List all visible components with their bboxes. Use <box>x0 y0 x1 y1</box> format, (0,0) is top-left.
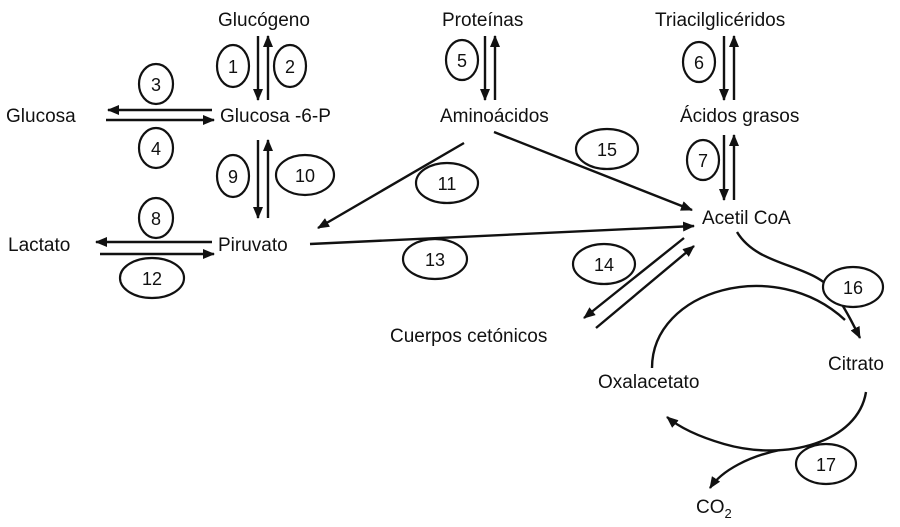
label-citrato: Citrato <box>828 354 884 375</box>
label-acetil-coa: Acetil CoA <box>702 208 791 229</box>
reaction-16: 16 <box>821 265 885 309</box>
reaction-13: 13 <box>401 237 469 281</box>
reaction-number: 4 <box>151 139 161 159</box>
reaction-2: 2 <box>272 43 308 89</box>
arrow-14-down <box>583 237 685 319</box>
arrow-17 <box>666 391 868 452</box>
reaction-10: 10 <box>274 153 336 197</box>
label-oxalacetato: Oxalacetato <box>598 372 699 393</box>
label-cuerpos-cetonicos: Cuerpos cetónicos <box>390 326 547 347</box>
arrow-co2 <box>709 448 781 489</box>
reaction-number: 14 <box>594 255 614 275</box>
reaction-9: 9 <box>215 153 251 199</box>
arrow-13 <box>309 221 695 246</box>
reaction-17: 17 <box>794 442 858 486</box>
reaction-7: 7 <box>685 138 721 182</box>
reaction-number: 11 <box>438 174 457 194</box>
reaction-8: 8 <box>137 196 175 240</box>
reaction-12: 12 <box>118 256 186 300</box>
label-lactato: Lactato <box>8 235 70 256</box>
reaction-number: 8 <box>151 209 161 229</box>
reaction-number: 6 <box>694 53 704 73</box>
label-glucosa-6-p: Glucosa -6-P <box>220 106 331 127</box>
arrow-15 <box>493 130 693 212</box>
reaction-3: 3 <box>137 62 175 106</box>
label-glucogeno: Glucógeno <box>218 10 310 31</box>
arrow-14-up <box>595 245 695 329</box>
label-acidos-grasos: Ácidos grasos <box>680 106 799 127</box>
reaction-number: 13 <box>425 250 445 270</box>
label-glucosa: Glucosa <box>6 106 76 127</box>
reaction-14: 14 <box>571 242 637 286</box>
reaction-number: 17 <box>816 455 836 475</box>
reaction-number: 9 <box>228 167 238 187</box>
reaction-15: 15 <box>574 127 640 171</box>
reaction-1: 1 <box>215 43 251 89</box>
reaction-11: 11 <box>414 161 480 205</box>
label-triacilgliceridos: Triacilglicéridos <box>655 10 785 31</box>
reaction-number: 5 <box>457 51 467 71</box>
co2-subscript: 2 <box>725 506 732 521</box>
krebs-cycle-arc <box>650 284 846 369</box>
label-co2: CO2 <box>696 497 732 521</box>
label-aminoacidos: Aminoácidos <box>440 106 549 127</box>
reaction-number: 15 <box>597 140 617 160</box>
reaction-number: 3 <box>151 75 161 95</box>
co2-base: CO <box>696 497 725 518</box>
reaction-number: 1 <box>228 57 238 77</box>
reaction-number: 2 <box>285 57 295 77</box>
arrow-11 <box>317 141 465 230</box>
reaction-6: 6 <box>681 40 717 84</box>
reaction-number: 10 <box>295 166 315 186</box>
label-piruvato: Piruvato <box>218 235 288 256</box>
label-proteinas: Proteínas <box>442 10 523 31</box>
reaction-number: 16 <box>843 278 863 298</box>
reaction-5: 5 <box>444 38 480 82</box>
reaction-number: 7 <box>698 151 708 171</box>
reaction-4: 4 <box>137 126 175 170</box>
reaction-number: 12 <box>142 269 162 289</box>
